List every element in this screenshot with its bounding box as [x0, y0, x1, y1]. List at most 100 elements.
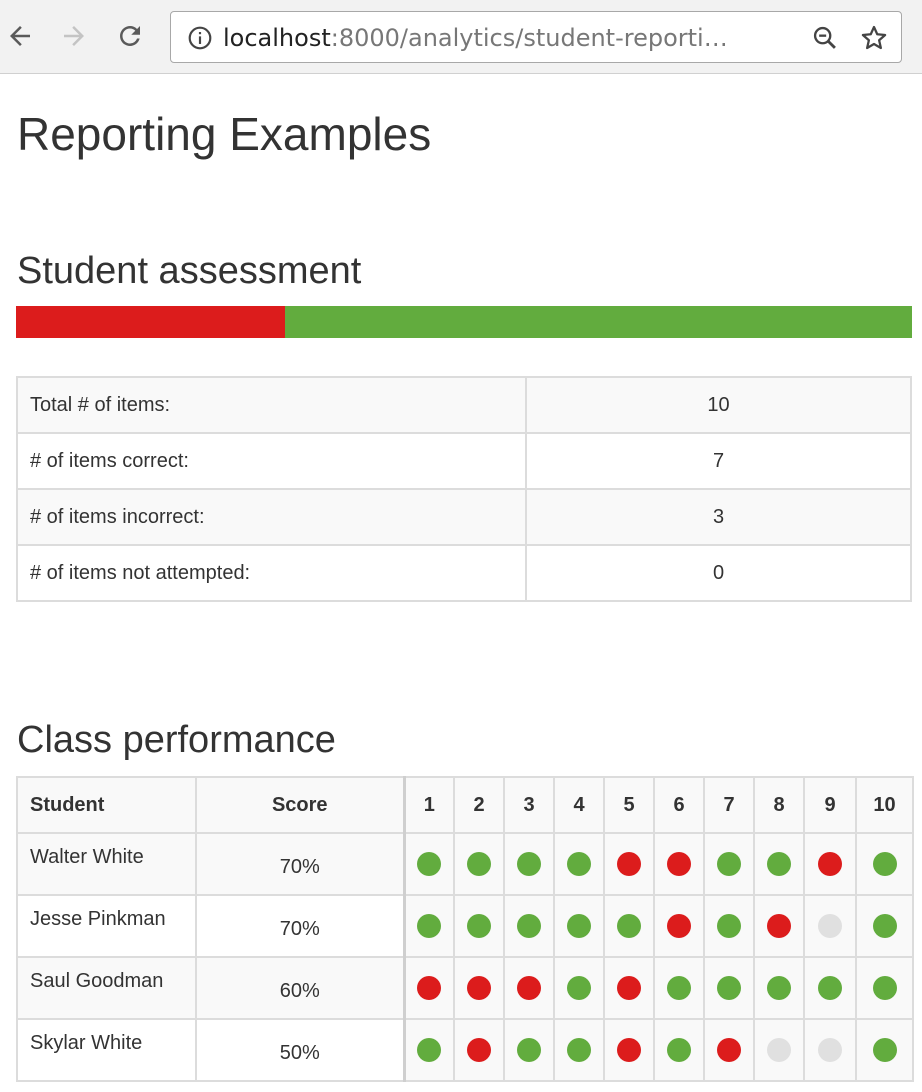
- column-header-item: 9: [803, 776, 857, 834]
- result-dot-incorrect: [467, 976, 491, 1000]
- result-cell: [402, 832, 455, 896]
- result-cell: [653, 1018, 705, 1082]
- summary-label: # of items not attempted:: [16, 544, 527, 602]
- student-score: 60%: [195, 956, 405, 1020]
- arrow-right-icon: [64, 26, 84, 46]
- result-dot-incorrect: [767, 914, 791, 938]
- arrow-left-icon: [10, 26, 30, 46]
- result-dot-correct: [467, 852, 491, 876]
- result-dot-correct: [767, 852, 791, 876]
- result-dot-not-attempted: [818, 1038, 842, 1062]
- table-row: Walter White 70%: [16, 832, 914, 896]
- table-row: # of items correct: 7: [16, 432, 912, 490]
- result-dot-correct: [717, 914, 741, 938]
- page-title: Reporting Examples: [17, 108, 432, 160]
- result-cell: [402, 894, 455, 958]
- summary-value: 10: [525, 376, 912, 434]
- column-header-student: Student: [16, 776, 197, 834]
- result-dot-correct: [517, 1038, 541, 1062]
- result-dot-correct: [567, 852, 591, 876]
- progress-correct-segment: [284, 306, 912, 338]
- back-button[interactable]: [2, 18, 38, 54]
- column-header-item: 2: [453, 776, 505, 834]
- result-cell: [402, 1018, 455, 1082]
- result-cell: [503, 894, 555, 958]
- result-dot-incorrect: [617, 1038, 641, 1062]
- table-row: Skylar White 50%: [16, 1018, 914, 1082]
- student-name: Saul Goodman: [16, 956, 197, 1020]
- result-dot-correct: [667, 1038, 691, 1062]
- result-dot-incorrect: [467, 1038, 491, 1062]
- student-name: Skylar White: [16, 1018, 197, 1082]
- result-dot-correct: [818, 976, 842, 1000]
- url-text[interactable]: localhost:8000/analytics/student-reporti…: [223, 23, 728, 53]
- assessment-progress-bar: [16, 306, 912, 338]
- result-cell: [753, 832, 805, 896]
- column-header-item: 8: [753, 776, 805, 834]
- result-cell: [453, 894, 505, 958]
- table-row: Total # of items: 10: [16, 376, 912, 434]
- result-cell: [453, 1018, 505, 1082]
- result-dot-correct: [872, 976, 897, 1000]
- column-header-item: 6: [653, 776, 705, 834]
- result-cell: [402, 956, 455, 1020]
- result-cell: [803, 894, 857, 958]
- reload-button[interactable]: [112, 18, 148, 54]
- result-cell: [703, 956, 755, 1020]
- student-score: 70%: [195, 894, 405, 958]
- result-cell: [653, 832, 705, 896]
- column-header-item: 10: [855, 776, 914, 834]
- result-cell: [703, 832, 755, 896]
- student-score: 50%: [195, 1018, 405, 1082]
- result-dot-incorrect: [717, 1038, 741, 1062]
- result-dot-incorrect: [617, 976, 641, 1000]
- result-dot-correct: [567, 1038, 591, 1062]
- result-cell: [503, 832, 555, 896]
- summary-value: 7: [525, 432, 912, 490]
- result-cell: [855, 956, 914, 1020]
- student-assessment-heading: Student assessment: [17, 250, 362, 292]
- table-row: # of items incorrect: 3: [16, 488, 912, 546]
- result-dot-not-attempted: [767, 1038, 791, 1062]
- result-cell: [855, 1018, 914, 1082]
- zoom-icon[interactable]: [811, 24, 839, 52]
- summary-label: Total # of items:: [16, 376, 527, 434]
- student-name: Walter White: [16, 832, 197, 896]
- result-cell: [453, 956, 505, 1020]
- result-dot-correct: [872, 852, 897, 876]
- result-dot-correct: [567, 914, 591, 938]
- summary-label: # of items incorrect:: [16, 488, 527, 546]
- url-host: localhost: [223, 24, 331, 52]
- result-cell: [653, 956, 705, 1020]
- assessment-summary-table: Total # of items: 10 # of items correct:…: [16, 376, 912, 602]
- result-dot-not-attempted: [818, 914, 842, 938]
- result-dot-incorrect: [617, 852, 641, 876]
- result-cell: [803, 1018, 857, 1082]
- result-cell: [753, 1018, 805, 1082]
- summary-value: 3: [525, 488, 912, 546]
- result-cell: [603, 1018, 655, 1082]
- summary-label: # of items correct:: [16, 432, 527, 490]
- column-header-item: 5: [603, 776, 655, 834]
- result-cell: [553, 1018, 605, 1082]
- result-cell: [453, 832, 505, 896]
- forward-button[interactable]: [56, 18, 92, 54]
- address-bar[interactable]: localhost:8000/analytics/student-reporti…: [170, 11, 902, 63]
- result-dot-correct: [417, 914, 442, 938]
- table-row: Saul Goodman 60%: [16, 956, 914, 1020]
- reload-icon: [120, 26, 140, 46]
- browser-toolbar: localhost:8000/analytics/student-reporti…: [0, 0, 922, 74]
- result-cell: [653, 894, 705, 958]
- result-cell: [753, 956, 805, 1020]
- info-icon[interactable]: [187, 25, 213, 51]
- result-dot-incorrect: [818, 852, 842, 876]
- column-header-item: 1: [402, 776, 455, 834]
- star-icon[interactable]: [859, 23, 889, 53]
- result-cell: [503, 956, 555, 1020]
- progress-incorrect-segment: [16, 306, 285, 338]
- result-dot-incorrect: [667, 914, 691, 938]
- result-cell: [855, 894, 914, 958]
- column-header-item: 4: [553, 776, 605, 834]
- result-cell: [603, 832, 655, 896]
- table-row: Jesse Pinkman 70%: [16, 894, 914, 958]
